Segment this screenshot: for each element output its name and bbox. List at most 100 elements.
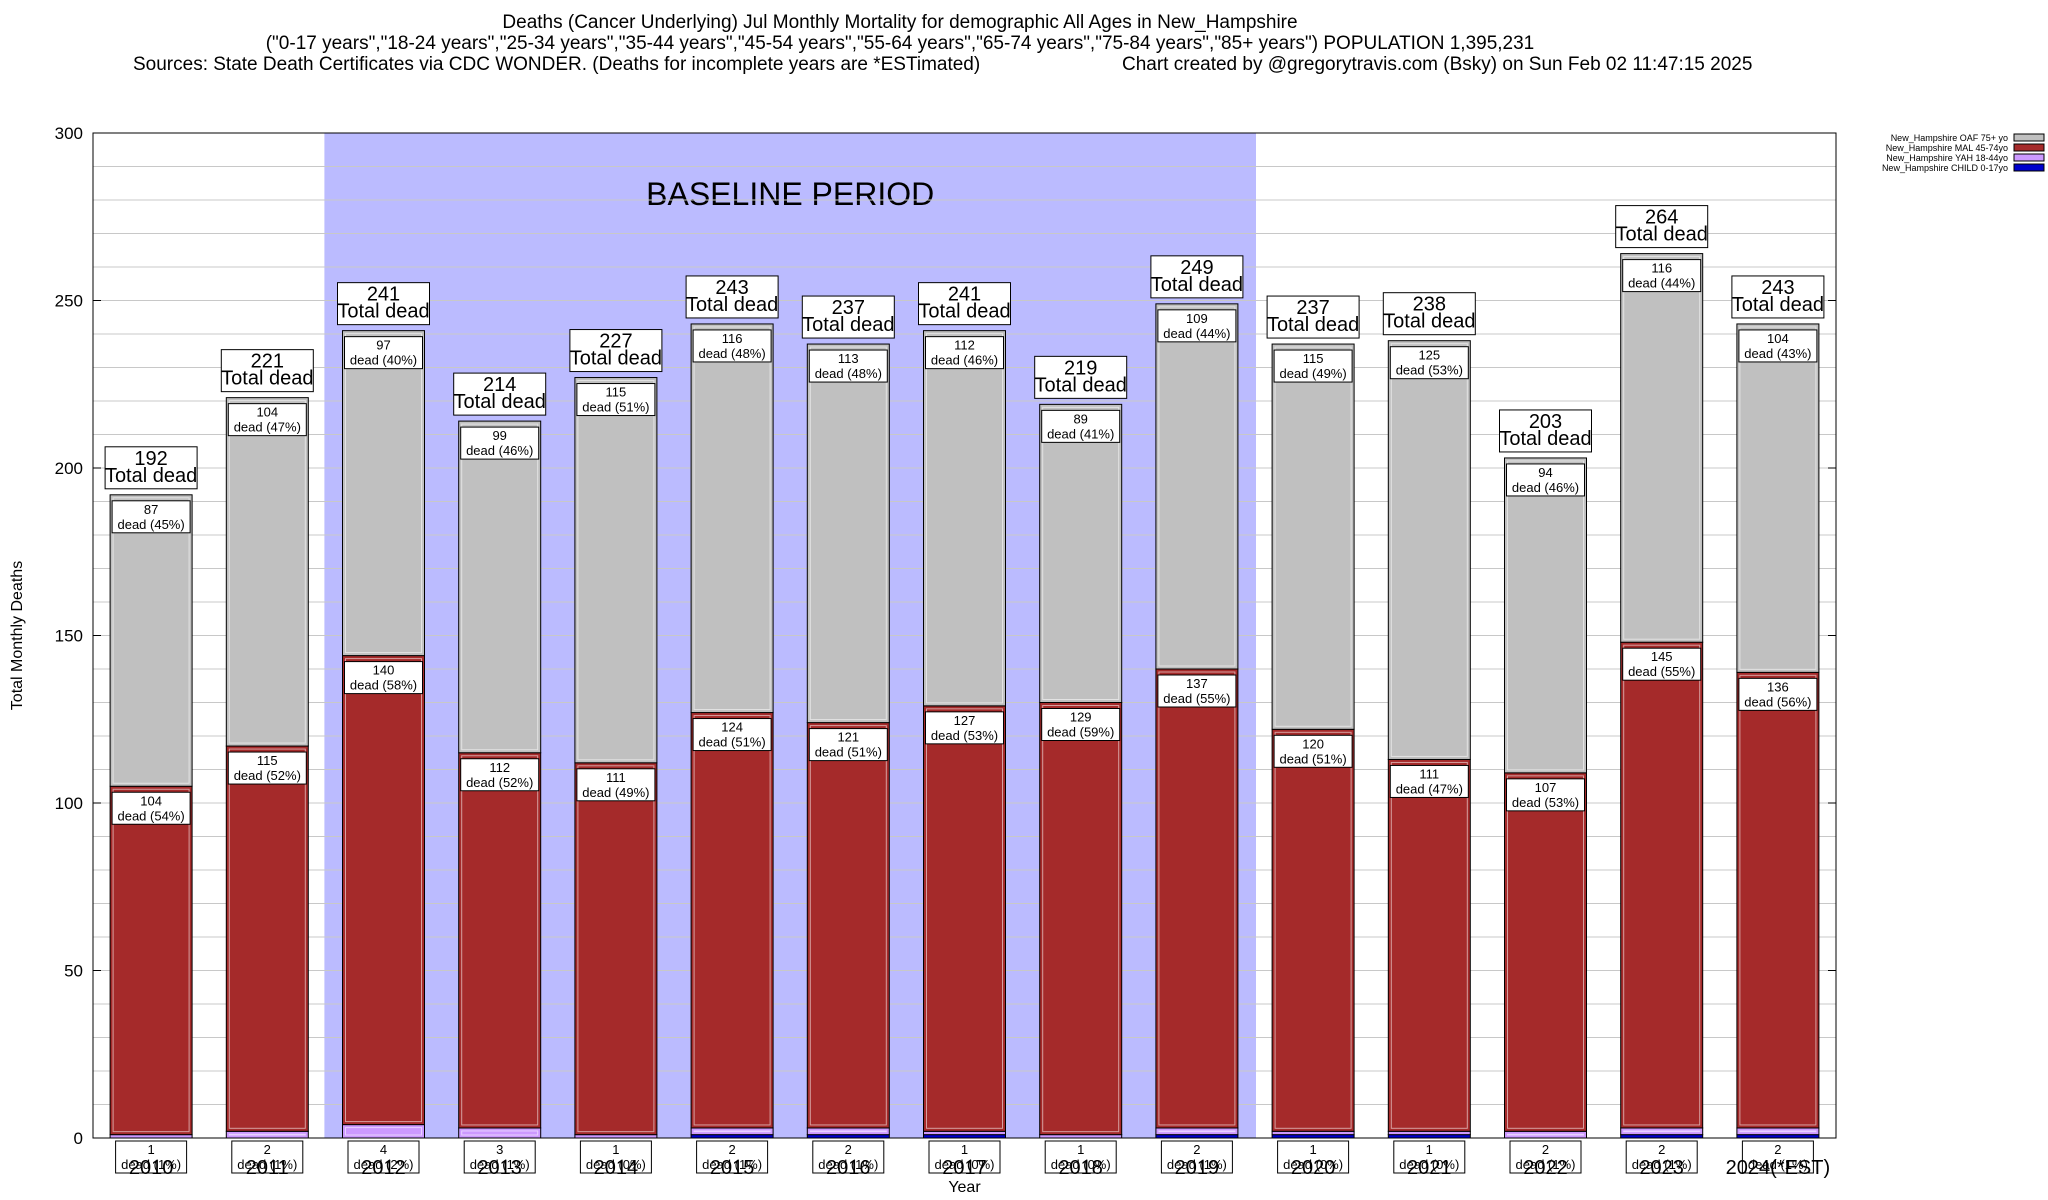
segment-label-box xyxy=(1738,677,1818,711)
bar-segment xyxy=(690,323,774,714)
segment-label-box xyxy=(1389,764,1469,798)
total-caption: Total dead xyxy=(1035,374,1127,396)
total-caption: Total dead xyxy=(1499,428,1591,450)
segment-label: 115 xyxy=(257,753,278,768)
x-tick-label: 2016 xyxy=(826,1157,871,1179)
segment-label: 127 xyxy=(954,713,976,728)
segment-label-box xyxy=(1273,349,1353,383)
bar-segment-highlight xyxy=(461,755,539,1126)
total-box xyxy=(1034,355,1128,399)
bar-segment-highlight xyxy=(1739,674,1817,1126)
bar-segment-highlight xyxy=(461,1130,539,1136)
yah-label: dead (0%) xyxy=(935,1157,995,1172)
y-tick-label: 200 xyxy=(55,459,83,478)
bar-segment xyxy=(1736,671,1820,1129)
segment-label: dead (40%) xyxy=(350,353,417,368)
yah-label: 1 xyxy=(961,1142,968,1157)
total-box xyxy=(453,372,547,416)
x-tick-label: 2018 xyxy=(1058,1157,1103,1179)
bar-segment-highlight xyxy=(693,326,771,711)
segment-label: dead (44%) xyxy=(1628,276,1695,291)
bar-segment-highlight xyxy=(693,1130,771,1133)
bar-segment-highlight xyxy=(228,1133,306,1136)
y-tick-label: 150 xyxy=(55,627,83,646)
bar-segment xyxy=(342,330,425,657)
bar-segment xyxy=(690,1134,774,1139)
total-box xyxy=(685,275,779,319)
yah-label: dead (0%) xyxy=(1283,1157,1343,1172)
segment-label-box xyxy=(1506,778,1585,812)
total-value: 237 xyxy=(832,297,865,319)
x-tick-label: 2024(*EST) xyxy=(1726,1157,1831,1179)
segment-label: 109 xyxy=(1186,311,1208,326)
total-caption: Total dead xyxy=(454,391,546,413)
segment-label-box xyxy=(1157,309,1237,343)
chart-subtitle: ("0-17 years","18-24 years","25-34 years… xyxy=(265,33,1535,54)
yah-label: 1 xyxy=(1426,1142,1433,1157)
bar-segment xyxy=(923,1130,1006,1136)
bar-segment-highlight xyxy=(228,748,306,1129)
bar-segment xyxy=(1271,1130,1355,1136)
total-caption: Total dead xyxy=(1732,294,1824,316)
segment-label-box xyxy=(1389,346,1469,380)
segment-label: 104 xyxy=(140,793,162,808)
yah-label-box xyxy=(115,1140,188,1174)
yah-label-box xyxy=(1509,1140,1582,1174)
bar-segment-highlight xyxy=(1274,731,1352,1129)
segment-label: dead (46%) xyxy=(1512,480,1579,495)
total-caption: Total dead xyxy=(221,368,313,390)
bar-segment-highlight xyxy=(345,333,422,654)
segment-label: 125 xyxy=(1418,348,1440,363)
total-value: 192 xyxy=(134,448,167,470)
bar-segment xyxy=(1387,1134,1471,1139)
segment-label: dead (43%) xyxy=(1744,346,1811,361)
axes: 0 50 100 150 200 250 300 2010 2011 2012 2013 2014 20… xyxy=(9,124,1837,1196)
bar-segment xyxy=(1620,1134,1704,1139)
segment-label: 121 xyxy=(837,730,859,745)
yah-label: 1 xyxy=(612,1142,619,1157)
bar-segment-highlight xyxy=(1274,346,1352,727)
segment-label: dead (41%) xyxy=(1047,426,1114,441)
bar-segment-highlight xyxy=(693,715,771,1126)
yah-label: dead (1%) xyxy=(702,1157,762,1172)
x-tick-label: 2023 xyxy=(1639,1157,1684,1179)
total-value: 241 xyxy=(367,284,400,306)
total-caption: Total dead xyxy=(918,301,1010,323)
yah-label: dead (1%) xyxy=(1167,1157,1227,1172)
bar-segment-highlight xyxy=(1623,256,1701,640)
total-value: 241 xyxy=(948,284,981,306)
legend-label: New_Hampshire OAF 75+ yo xyxy=(1891,133,2008,143)
segment-label-box xyxy=(1041,409,1121,443)
bar-segment xyxy=(806,722,890,1129)
total-value: 214 xyxy=(483,374,516,396)
bar-segment xyxy=(574,1134,658,1139)
legend-label: New_Hampshire YAH 18-44yo xyxy=(1886,153,2008,163)
segment-label: dead (49%) xyxy=(582,785,649,800)
total-value: 227 xyxy=(599,331,632,353)
bar-segment xyxy=(806,343,890,724)
segment-label: 111 xyxy=(1419,766,1439,781)
yah-label: dead (1%) xyxy=(1516,1157,1576,1172)
segment-label: 97 xyxy=(376,338,390,353)
total-caption: Total dead xyxy=(686,294,778,316)
x-tick-label: 2013 xyxy=(477,1157,522,1179)
bar-segment xyxy=(109,1134,193,1139)
bar-segment xyxy=(109,785,193,1136)
yah-label-box xyxy=(1741,1140,1814,1174)
x-axis-title: Year xyxy=(948,1179,981,1196)
total-box xyxy=(1382,292,1476,336)
chart-credit: Chart created by @gregorytravis.com (Bsk… xyxy=(1122,54,1753,75)
bar-segment-highlight xyxy=(1158,1130,1236,1133)
total-box xyxy=(1499,409,1592,453)
y-tick-label: 50 xyxy=(64,962,83,981)
segment-label-box xyxy=(227,403,307,437)
yah-label: dead (0%) xyxy=(1399,1157,1459,1172)
bar-segment xyxy=(1039,702,1123,1136)
segment-label-box xyxy=(1041,708,1121,741)
bar-segment xyxy=(1039,1134,1123,1139)
bar-segment-highlight xyxy=(577,765,655,1133)
segment-label: dead (51%) xyxy=(582,400,649,415)
segment-label-box xyxy=(1157,674,1237,708)
x-tick-label: 2017 xyxy=(942,1157,987,1179)
segment-label: dead (54%) xyxy=(117,808,184,823)
